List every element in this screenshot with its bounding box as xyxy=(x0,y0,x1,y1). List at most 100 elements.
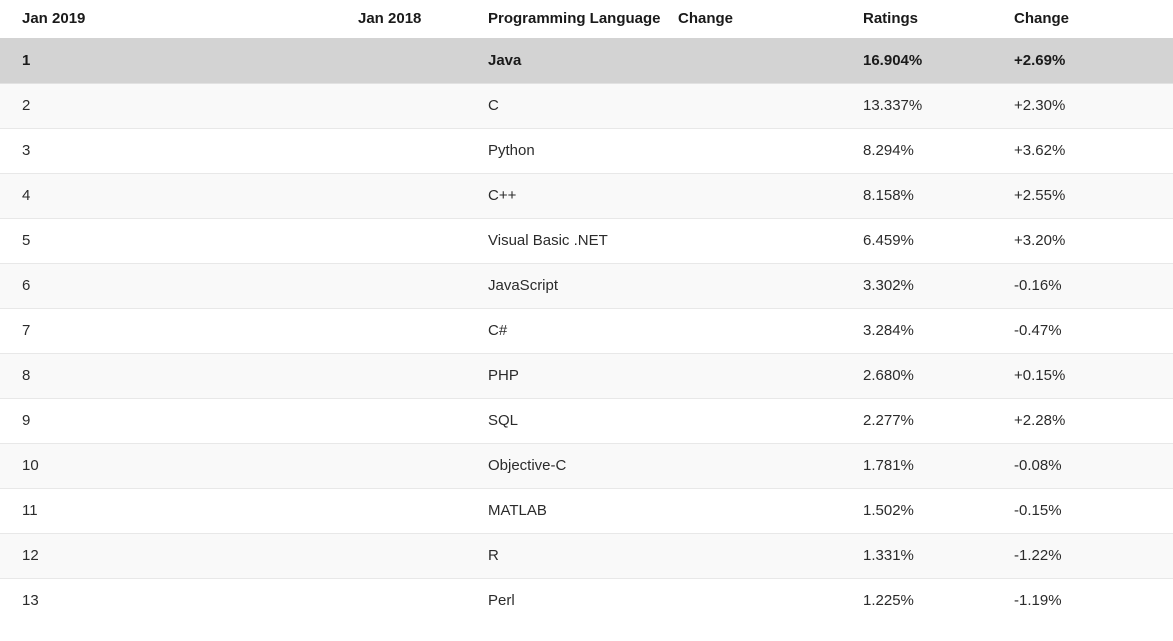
table-row[interactable]: 128 R1.331%-1.22% xyxy=(0,532,1173,578)
cell-rank-2019: 9 xyxy=(0,397,168,443)
cell-rank-2019: 11 xyxy=(0,487,168,533)
table-row[interactable]: 22 C13.337%+2.30% xyxy=(0,82,1173,128)
cell-change-arrow xyxy=(328,397,472,443)
cell-rank-2019: 2 xyxy=(0,82,168,128)
cell-rank-2018: 8 xyxy=(168,532,328,578)
table-header-row: Jan 2019 Jan 2018 Change Programming Lan… xyxy=(0,0,1173,38)
cell-rank-2019: 10 xyxy=(0,442,168,488)
cell-change-pct: -1.19% xyxy=(1014,577,1173,623)
programming-language-ranking-table: Jan 2019 Jan 2018 Change Programming Lan… xyxy=(0,0,1173,623)
cell-language: Java xyxy=(472,37,863,83)
column-header-change-pct: Change xyxy=(1014,0,1173,38)
cell-change-arrow xyxy=(328,127,472,173)
cell-language: JavaScript xyxy=(472,262,863,308)
column-header-ratings: Ratings xyxy=(863,0,1014,38)
cell-change-arrow xyxy=(328,532,472,578)
cell-change-arrow xyxy=(328,37,472,83)
cell-change-arrow xyxy=(328,307,472,353)
cell-ratings: 8.158% xyxy=(863,172,1014,218)
cell-change-arrow xyxy=(328,82,472,128)
table-row[interactable]: 1016 Objective-C1.781%-0.08% xyxy=(0,442,1173,488)
table-header: Jan 2019 Jan 2018 Change Programming Lan… xyxy=(0,0,1173,38)
cell-language: Visual Basic .NET xyxy=(472,217,863,263)
cell-change-pct: +3.20% xyxy=(1014,217,1173,263)
cell-rank-2018: 9 xyxy=(168,352,328,398)
cell-change-pct: +2.28% xyxy=(1014,397,1173,443)
cell-change-pct: +0.15% xyxy=(1014,352,1173,398)
cell-change-pct: +3.62% xyxy=(1014,127,1173,173)
cell-change-arrow xyxy=(328,577,472,623)
cell-language: R xyxy=(472,532,863,578)
cell-language: Python xyxy=(472,127,863,173)
cell-ratings: 6.459% xyxy=(863,217,1014,263)
cell-rank-2018: 2 xyxy=(168,82,328,128)
cell-ratings: 1.331% xyxy=(863,532,1014,578)
cell-ratings: 3.302% xyxy=(863,262,1014,308)
cell-change-pct: -0.15% xyxy=(1014,487,1173,533)
cell-rank-2019: 8 xyxy=(0,352,168,398)
cell-change-arrow xyxy=(328,352,472,398)
cell-change-arrow xyxy=(328,487,472,533)
cell-change-pct: -1.22% xyxy=(1014,532,1173,578)
cell-language: C# xyxy=(472,307,863,353)
column-header-rank-2018: Jan 2018 xyxy=(168,0,421,38)
cell-rank-2019: 3 xyxy=(0,127,168,173)
cell-ratings: 2.680% xyxy=(863,352,1014,398)
cell-rank-2018: 18 xyxy=(168,487,328,533)
cell-ratings: 3.284% xyxy=(863,307,1014,353)
cell-rank-2018: 3 xyxy=(168,172,328,218)
column-header-language: Programming Language xyxy=(472,0,863,38)
cell-change-pct: -0.47% xyxy=(1014,307,1173,353)
cell-ratings: 8.294% xyxy=(863,127,1014,173)
cell-rank-2018: 16 xyxy=(168,442,328,488)
cell-ratings: 1.502% xyxy=(863,487,1014,533)
column-header-change-arrow: Change xyxy=(328,0,733,38)
cell-change-arrow xyxy=(328,217,472,263)
cell-rank-2018: 4 xyxy=(168,127,328,173)
cell-ratings: 16.904% xyxy=(863,37,1014,83)
cell-language: Perl xyxy=(472,577,863,623)
cell-rank-2019: 12 xyxy=(0,532,168,578)
cell-rank-2019: 7 xyxy=(0,307,168,353)
column-header-rank-2019: Jan 2019 xyxy=(0,0,168,38)
column-header-change-arrow-label: Change xyxy=(678,10,734,28)
cell-ratings: 1.781% xyxy=(863,442,1014,488)
cell-ratings: 1.225% xyxy=(863,577,1014,623)
cell-change-pct: -0.08% xyxy=(1014,442,1173,488)
cell-rank-2018: 1 xyxy=(168,37,328,83)
cell-rank-2018: 7 xyxy=(168,217,328,263)
table-row[interactable]: 43 C++8.158%+2.55% xyxy=(0,172,1173,218)
cell-rank-2018: 6 xyxy=(168,262,328,308)
cell-language: C++ xyxy=(472,172,863,218)
cell-rank-2019: 13 xyxy=(0,577,168,623)
cell-rank-2018: 5 xyxy=(168,307,328,353)
cell-language: PHP xyxy=(472,352,863,398)
cell-rank-2019: 6 xyxy=(0,262,168,308)
cell-rank-2019: 5 xyxy=(0,217,168,263)
cell-language: Objective-C xyxy=(472,442,863,488)
cell-change-pct: -0.16% xyxy=(1014,262,1173,308)
cell-language: MATLAB xyxy=(472,487,863,533)
cell-change-pct: +2.30% xyxy=(1014,82,1173,128)
cell-rank-2018: - xyxy=(168,397,328,443)
cell-ratings: 2.277% xyxy=(863,397,1014,443)
cell-change-arrow xyxy=(328,262,472,308)
cell-rank-2018: 10 xyxy=(168,577,328,623)
cell-change-pct: +2.55% xyxy=(1014,172,1173,218)
cell-rank-2019: 4 xyxy=(0,172,168,218)
cell-change-pct: +2.69% xyxy=(1014,37,1173,83)
cell-language: SQL xyxy=(472,397,863,443)
cell-rank-2019: 1 xyxy=(0,37,168,83)
cell-change-arrow xyxy=(328,442,472,488)
table-row[interactable]: 75 C#3.284%-0.47% xyxy=(0,307,1173,353)
cell-ratings: 13.337% xyxy=(863,82,1014,128)
